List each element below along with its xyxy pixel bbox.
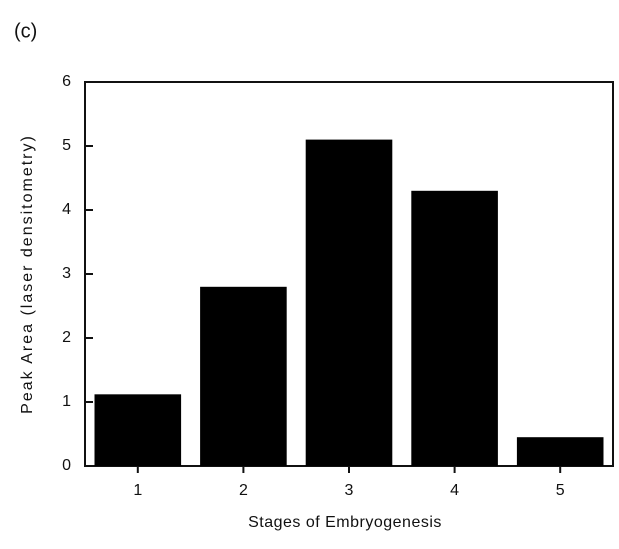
y-tick-label: 4 <box>62 201 71 218</box>
y-tick-label: 3 <box>62 265 71 282</box>
x-tick-label: 3 <box>345 482 354 499</box>
x-axis-label: Stages of Embryogenesis <box>248 514 442 531</box>
panel-label: (c) <box>14 20 37 42</box>
y-tick-label: 5 <box>62 137 71 154</box>
bar <box>200 286 287 466</box>
bar <box>94 394 182 466</box>
x-tick-label: 1 <box>133 482 142 499</box>
y-tick-label: 1 <box>62 393 71 410</box>
y-tick-label: 0 <box>62 457 71 474</box>
x-tick-label: 2 <box>239 482 248 499</box>
bar <box>305 139 393 466</box>
y-axis-label: Peak Area (laser densitometry) <box>19 134 36 414</box>
y-tick-label: 2 <box>62 329 71 346</box>
x-tick-label: 5 <box>556 482 565 499</box>
bar <box>516 437 604 466</box>
x-tick-label: 4 <box>450 482 459 499</box>
y-tick-label: 6 <box>62 73 71 90</box>
bar <box>411 190 498 467</box>
